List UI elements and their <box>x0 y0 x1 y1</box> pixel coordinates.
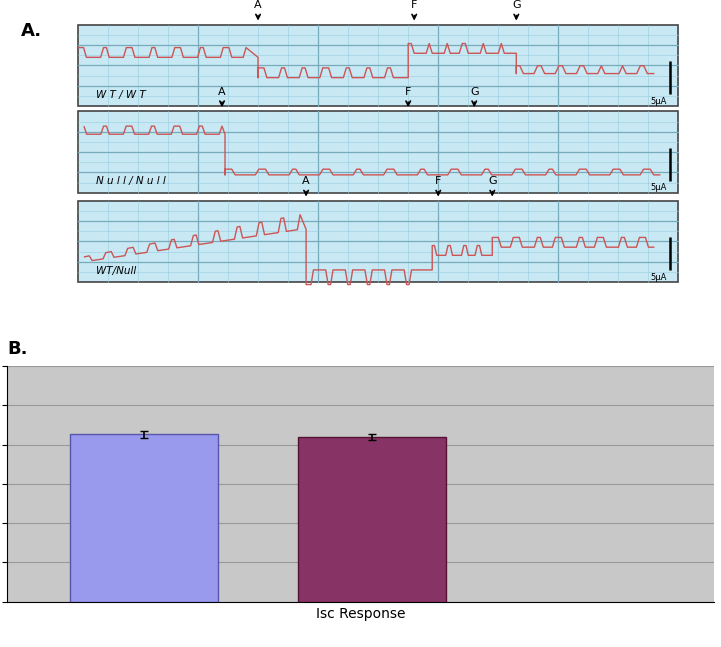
Text: G: G <box>512 0 521 19</box>
Bar <box>78 25 678 106</box>
Text: G: G <box>488 176 497 195</box>
Text: A: A <box>218 87 226 105</box>
Text: A.: A. <box>22 22 43 40</box>
Text: 5μA: 5μA <box>650 183 666 192</box>
Text: A: A <box>255 0 262 19</box>
Text: F: F <box>411 0 417 19</box>
Text: N u l l / N u l l: N u l l / N u l l <box>96 176 166 186</box>
Text: W T / W T: W T / W T <box>96 89 146 100</box>
Text: B.: B. <box>7 340 27 358</box>
Text: 5μA: 5μA <box>650 272 666 281</box>
Bar <box>70 435 218 602</box>
Bar <box>78 111 678 193</box>
Bar <box>298 437 446 602</box>
Text: 5μA: 5μA <box>650 96 666 105</box>
Text: G: G <box>470 87 479 105</box>
Bar <box>78 201 678 282</box>
Text: WT/Null: WT/Null <box>96 266 136 276</box>
X-axis label: Isc Response: Isc Response <box>316 608 405 621</box>
Text: A: A <box>302 176 310 195</box>
Text: F: F <box>405 87 412 105</box>
Text: F: F <box>435 176 441 195</box>
